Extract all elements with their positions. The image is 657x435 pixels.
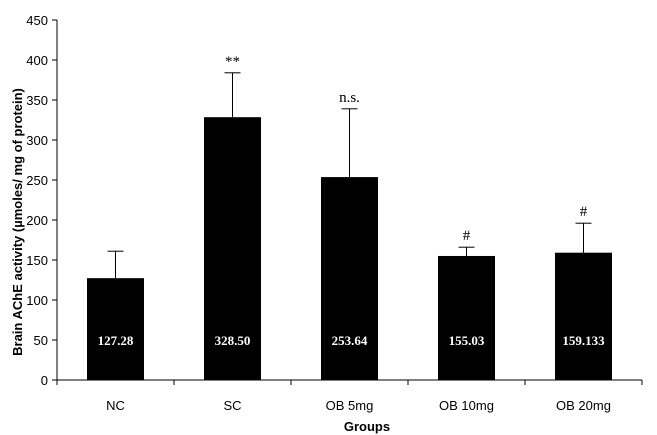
significance-mark: n.s. [339,90,360,106]
bar [321,177,378,380]
y-axis: 0 50 100 150 200 250 300 350 400 450 [26,13,58,388]
bar-value-label: 155.03 [449,333,485,348]
bars [87,117,612,380]
significance-mark: # [580,204,588,220]
y-tick-label: 150 [26,253,48,268]
bar [438,255,495,380]
x-tick-label: NC [106,398,125,413]
y-tick-label: 50 [34,333,48,348]
x-tick-label: OB 20mg [556,398,611,413]
y-axis-title: Brain AChE activity (µmoles/ mg of prote… [10,88,25,356]
bar-value-label: 159.133 [562,333,605,348]
bar-value-label: 328.50 [215,333,251,348]
bar-value-label: 127.28 [98,333,134,348]
y-tick-label: 350 [26,93,48,108]
data-labels: 127.28 328.50 253.64 155.03 159.133 [98,333,606,348]
x-axis: NC SC OB 5mg OB 10mg OB 20mg [56,379,643,413]
bar [555,252,612,380]
x-tick-label: SC [223,398,241,413]
bar-value-label: 253.64 [332,333,368,348]
y-tick-label: 300 [26,133,48,148]
significance-mark: # [463,228,471,244]
x-axis-title: Groups [344,419,390,434]
x-tick-label: OB 5mg [326,398,374,413]
y-tick-label: 400 [26,53,48,68]
significance-annotations: ** n.s. # # [225,54,588,244]
y-tick-label: 100 [26,293,48,308]
y-tick-label: 0 [41,373,48,388]
y-tick-label: 450 [26,13,48,28]
y-tick-label: 250 [26,173,48,188]
bar [87,278,144,380]
y-tick-label: 200 [26,213,48,228]
error-bars [107,72,592,279]
bar [204,117,261,380]
significance-mark: ** [225,54,240,70]
x-tick-label: OB 10mg [439,398,494,413]
